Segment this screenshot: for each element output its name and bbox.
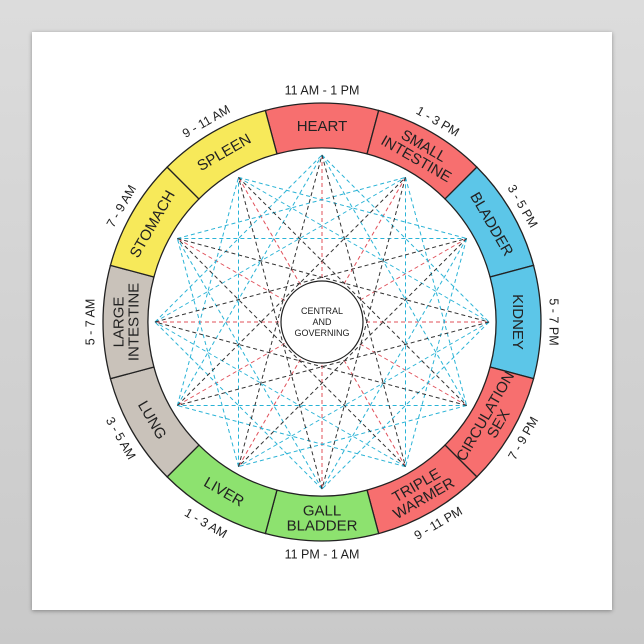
star-line (238, 177, 467, 406)
organ-label-line: INTESTINE (126, 283, 143, 361)
organ-label: HEART (297, 118, 348, 135)
star-line (177, 238, 490, 323)
star-line (321, 154, 468, 406)
center-label-line: AND (312, 317, 332, 327)
organ-label-line: HEART (297, 118, 348, 135)
star-line (238, 321, 490, 468)
star-line (321, 321, 490, 490)
star-line (154, 321, 406, 468)
star-line (321, 177, 406, 490)
star-line (238, 177, 323, 490)
organ-label-line: KIDNEY (509, 294, 526, 350)
center-circle (280, 280, 364, 364)
star-line (238, 238, 467, 467)
time-label: 11 AM - 1 PM (285, 84, 360, 98)
center-label: CENTRAL AND GOVERNING (294, 306, 349, 338)
organ-label: GALL BLADDER (287, 503, 358, 535)
meridian-segment (166, 109, 278, 200)
star-line (154, 321, 467, 406)
star-line (238, 405, 467, 468)
star-line (405, 177, 468, 406)
star-line (405, 238, 468, 467)
organ-label-line: LARGE (111, 297, 128, 348)
star-line (321, 154, 406, 467)
star-line (238, 154, 323, 467)
organ-label-line: GALL (303, 503, 341, 520)
center-label-line: GOVERNING (294, 328, 349, 338)
star-line (176, 177, 239, 406)
time-label: 11 PM - 1 AM (285, 548, 360, 562)
star-line (321, 154, 490, 323)
star-line (154, 154, 323, 323)
star-line (177, 176, 406, 239)
star-line (176, 238, 239, 467)
organ-label: KIDNEY (509, 294, 526, 350)
star-line (177, 321, 490, 406)
time-label: 5 - 7 AM (84, 299, 98, 346)
star-line (176, 238, 323, 490)
star-line (177, 238, 406, 467)
star-line (238, 176, 490, 323)
star-line (238, 176, 467, 239)
star-line (154, 321, 323, 490)
center-label-line: CENTRAL (301, 306, 343, 316)
star-line (177, 405, 406, 468)
star-line (154, 238, 467, 323)
star-line (177, 177, 406, 406)
star-line (321, 238, 468, 490)
organ-label-line: BLADDER (287, 518, 358, 535)
star-line (176, 154, 323, 406)
star-line (154, 176, 406, 323)
organ-label: LARGEINTESTINE (111, 283, 143, 361)
time-label: 5 - 7 PM (547, 298, 561, 345)
